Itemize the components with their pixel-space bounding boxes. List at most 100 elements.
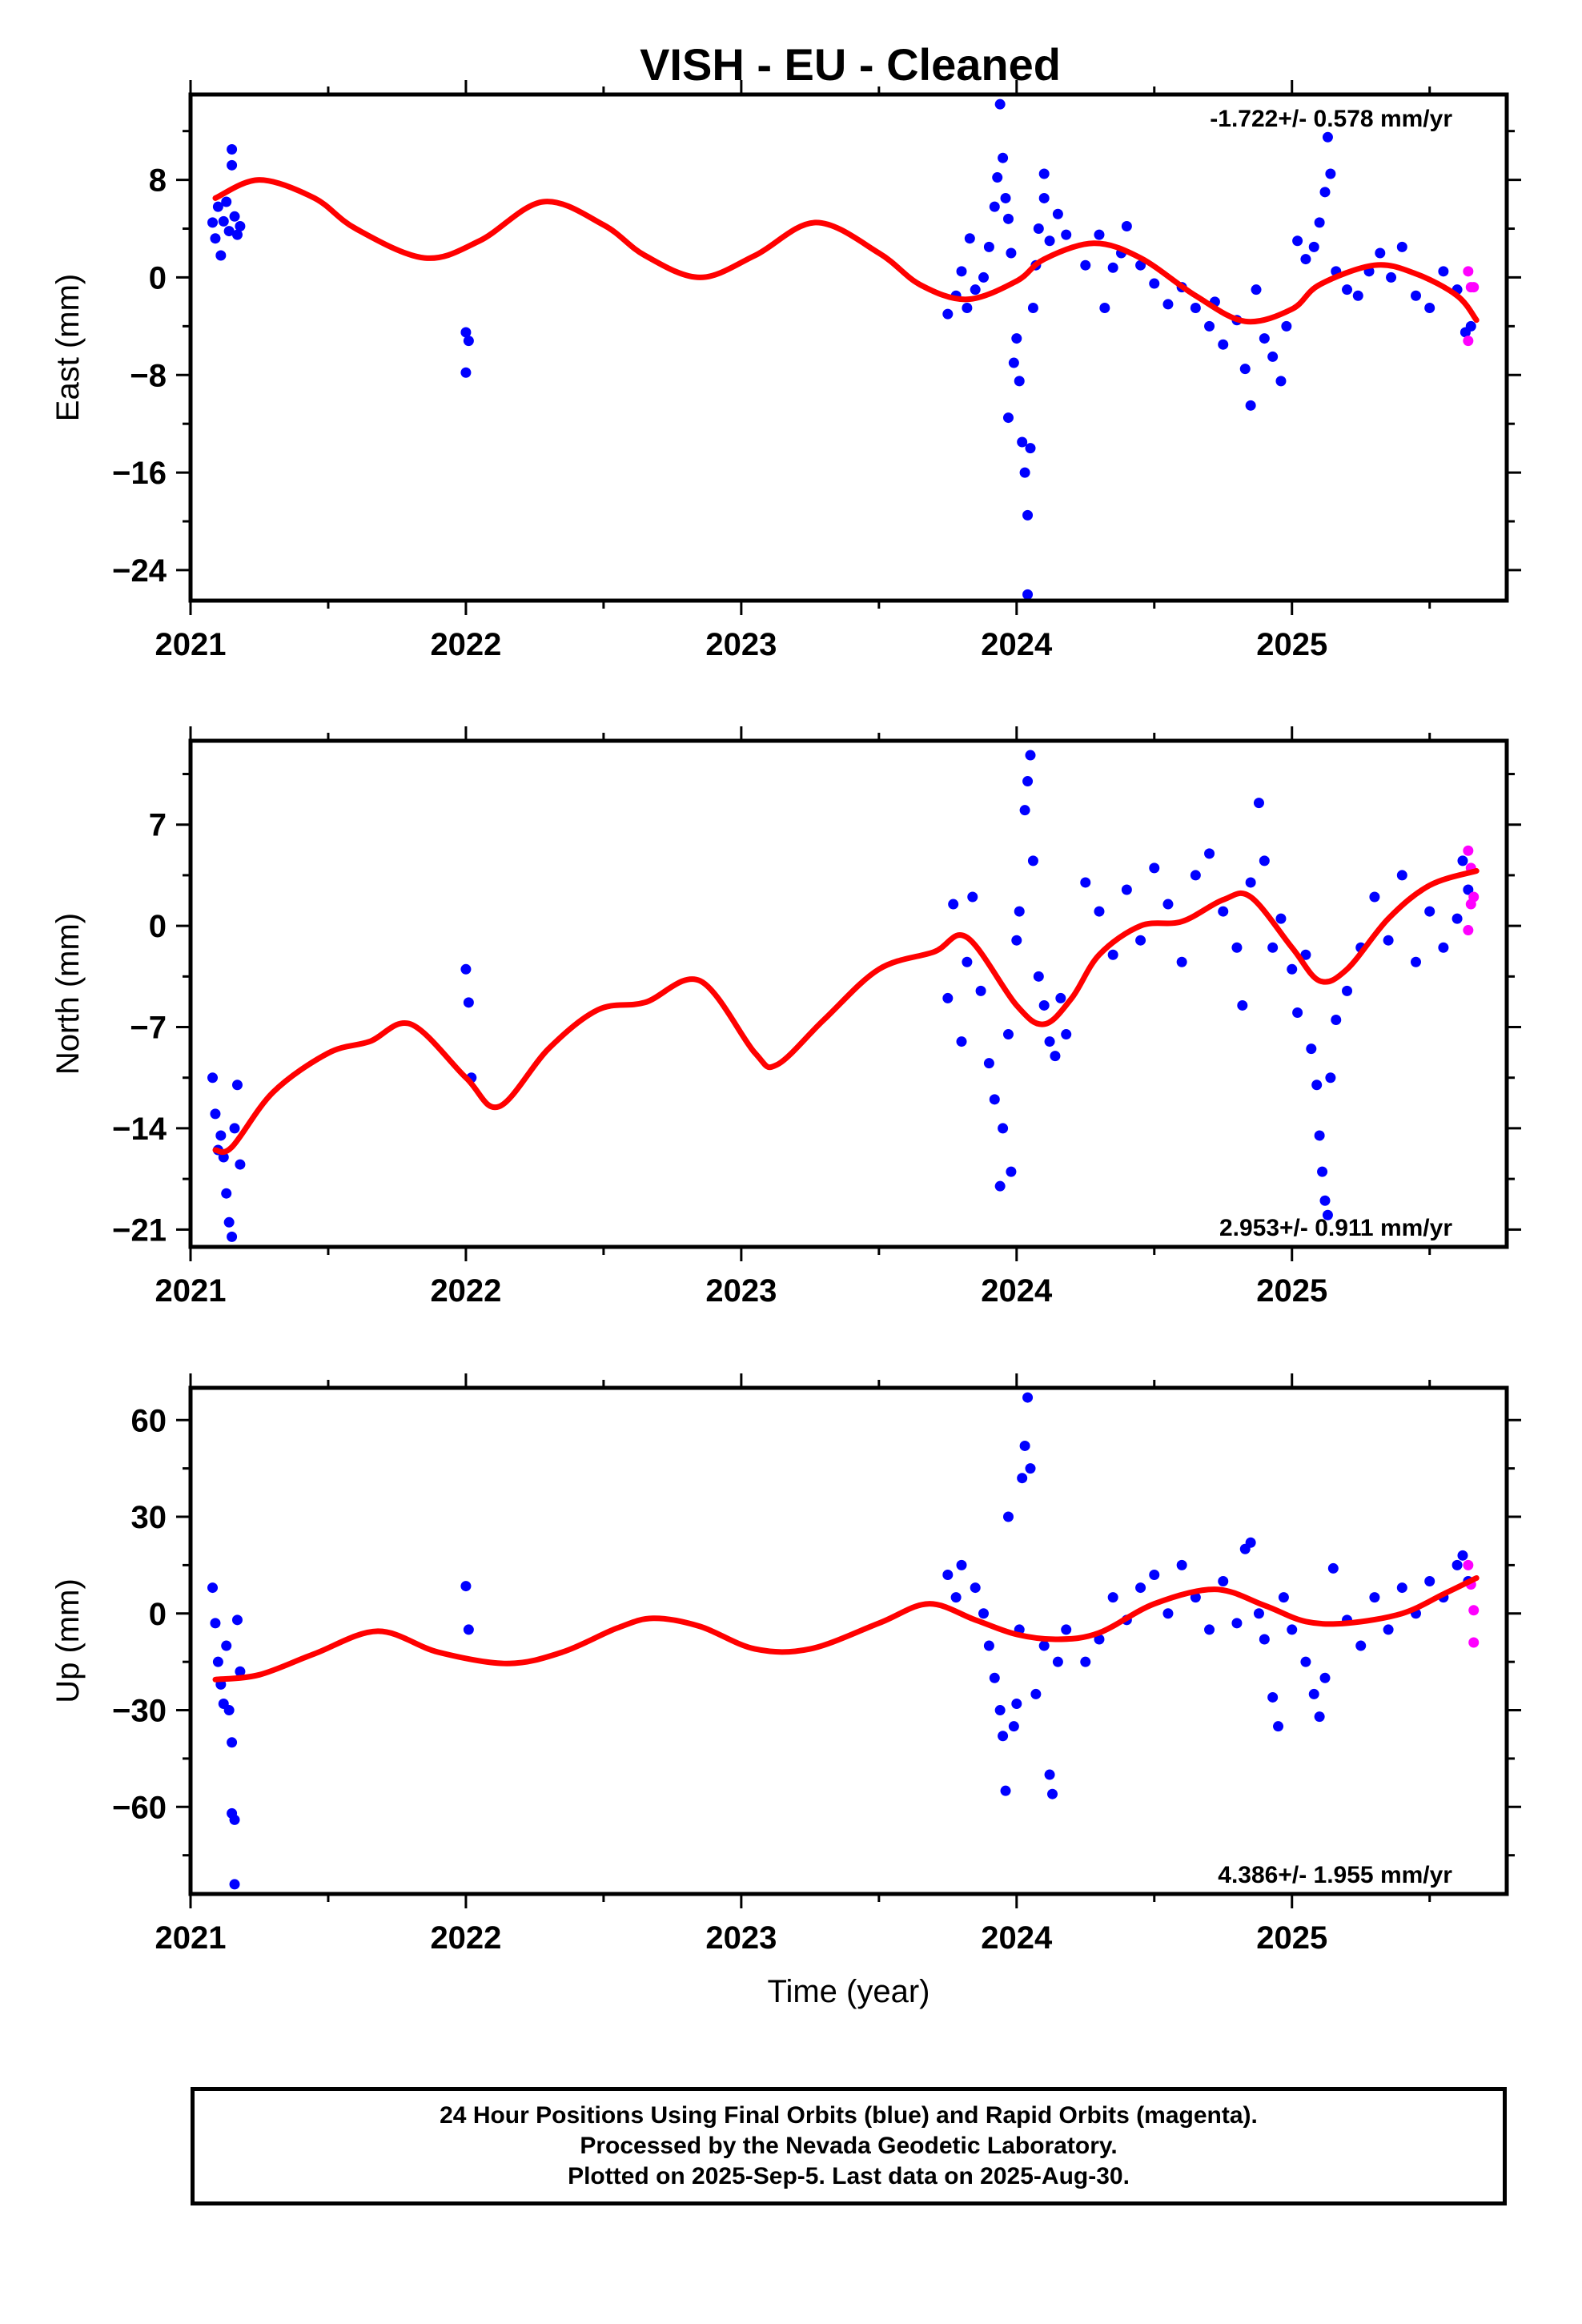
footer-caption: 24 Hour Positions Using Final Orbits (bl… [191, 2087, 1507, 2205]
final-orbit-point [942, 308, 954, 320]
final-orbit-point [1424, 1576, 1435, 1587]
final-orbit-point [1322, 1209, 1333, 1220]
final-orbit-point [970, 284, 981, 296]
final-orbit-point [1080, 1656, 1091, 1667]
final-orbit-point [1019, 1440, 1030, 1451]
final-orbit-point [1239, 364, 1251, 375]
final-orbit-point [1002, 1029, 1014, 1040]
final-orbit-point [1002, 1511, 1014, 1522]
final-orbit-point [223, 226, 235, 237]
final-orbit-point [229, 211, 240, 222]
final-orbit-point [975, 985, 986, 996]
final-orbit-point [221, 1640, 232, 1651]
final-orbit-point [1292, 235, 1303, 247]
final-orbit-point [1396, 241, 1407, 252]
final-orbit-point [1275, 913, 1287, 924]
final-orbit-point [221, 196, 232, 207]
final-orbit-point [1375, 247, 1386, 259]
final-orbit-point [1080, 877, 1091, 888]
rapid-orbit-point [1463, 925, 1474, 936]
y-tick-label: −8 [130, 358, 167, 393]
x-tick-label: 2025 [1256, 1920, 1327, 1956]
final-orbit-point [998, 1123, 1009, 1134]
final-orbit-point [989, 1094, 1000, 1105]
rapid-orbit-point [1463, 845, 1474, 856]
final-orbit-point [1011, 935, 1022, 946]
y-tick-label: 7 [149, 808, 167, 843]
final-orbit-point [1002, 213, 1014, 224]
panel-frame [188, 738, 1509, 1249]
rapid-orbit-point [1465, 899, 1476, 910]
final-orbit-point [989, 1672, 1000, 1683]
final-orbit-point [1055, 992, 1066, 1003]
final-orbit-point [212, 1656, 223, 1667]
final-orbit-point [1319, 187, 1331, 198]
footer-line-3: Plotted on 2025-Sep-5. Last data on 2025… [568, 2163, 1130, 2189]
footer-line-1: 24 Hour Positions Using Final Orbits (bl… [440, 2102, 1258, 2129]
final-orbit-point [1237, 999, 1248, 1011]
final-orbit-point [218, 215, 229, 227]
final-orbit-point [962, 303, 973, 314]
final-orbit-point [1027, 855, 1038, 866]
x-tick-label: 2021 [155, 1920, 227, 1956]
final-orbit-point [215, 1130, 227, 1141]
final-orbit-point [1317, 1166, 1328, 1177]
final-orbit-point [1061, 1029, 1072, 1040]
y-tick-label: −60 [112, 1790, 167, 1825]
x-tick-label: 2021 [155, 1273, 227, 1309]
final-orbit-point [970, 1582, 981, 1594]
final-orbit-point [1017, 436, 1028, 448]
final-orbit-point [1008, 357, 1019, 368]
final-orbit-point [1107, 262, 1118, 273]
final-orbit-point [1000, 1785, 1011, 1796]
final-orbit-point [229, 1123, 240, 1134]
final-orbit-point [231, 229, 243, 240]
final-orbit-point [1162, 899, 1174, 910]
final-orbit-point [235, 1666, 246, 1677]
final-orbit-point [1008, 1721, 1019, 1732]
y-tick-label: 0 [149, 909, 167, 944]
final-orbit-point [1259, 333, 1270, 344]
x-tick-label: 2021 [155, 627, 227, 662]
x-tick-label: 2023 [705, 627, 777, 662]
final-orbit-point [989, 201, 1000, 212]
final-orbit-point [1011, 1698, 1022, 1709]
final-orbit-point [1019, 467, 1030, 478]
final-orbit-point [983, 1640, 994, 1651]
final-orbit-point [1006, 247, 1017, 259]
final-orbit-point [1025, 443, 1036, 454]
y-tick-label: −21 [112, 1212, 167, 1248]
final-orbit-point [1000, 192, 1011, 203]
final-orbit-point [1038, 168, 1050, 179]
final-orbit-point [1327, 1562, 1339, 1574]
final-orbit-point [1396, 870, 1407, 881]
final-orbit-point [942, 1569, 954, 1580]
final-orbit-point [1149, 1569, 1160, 1580]
rate-label: -1.722+/- 0.578 mm/yr [1210, 106, 1452, 132]
final-orbit-point [1273, 1721, 1284, 1732]
final-orbit-point [210, 1618, 221, 1629]
final-orbit-point [223, 1705, 235, 1716]
rapid-orbit-point [1468, 282, 1480, 293]
final-orbit-point [1176, 956, 1187, 967]
final-orbit-point [1438, 942, 1449, 953]
final-orbit-point [1424, 906, 1435, 917]
final-orbit-point [956, 1036, 967, 1047]
final-orbit-point [1300, 949, 1311, 960]
final-orbit-point [1190, 870, 1201, 881]
final-orbit-point [994, 1705, 1006, 1716]
final-orbit-point [1369, 1592, 1380, 1603]
final-orbit-point [1011, 333, 1022, 344]
final-orbit-point [1027, 303, 1038, 314]
final-orbit-point [1314, 217, 1325, 228]
final-orbit-point [1135, 259, 1146, 271]
final-orbit-point [1061, 229, 1072, 240]
final-orbit-point [1022, 776, 1034, 787]
final-orbit-point [1099, 303, 1110, 314]
final-orbit-point [1253, 1608, 1264, 1619]
final-orbit-point [1038, 1640, 1050, 1651]
final-orbit-point [1452, 913, 1463, 924]
final-orbit-point [223, 1216, 235, 1228]
final-orbit-point [992, 172, 1003, 183]
